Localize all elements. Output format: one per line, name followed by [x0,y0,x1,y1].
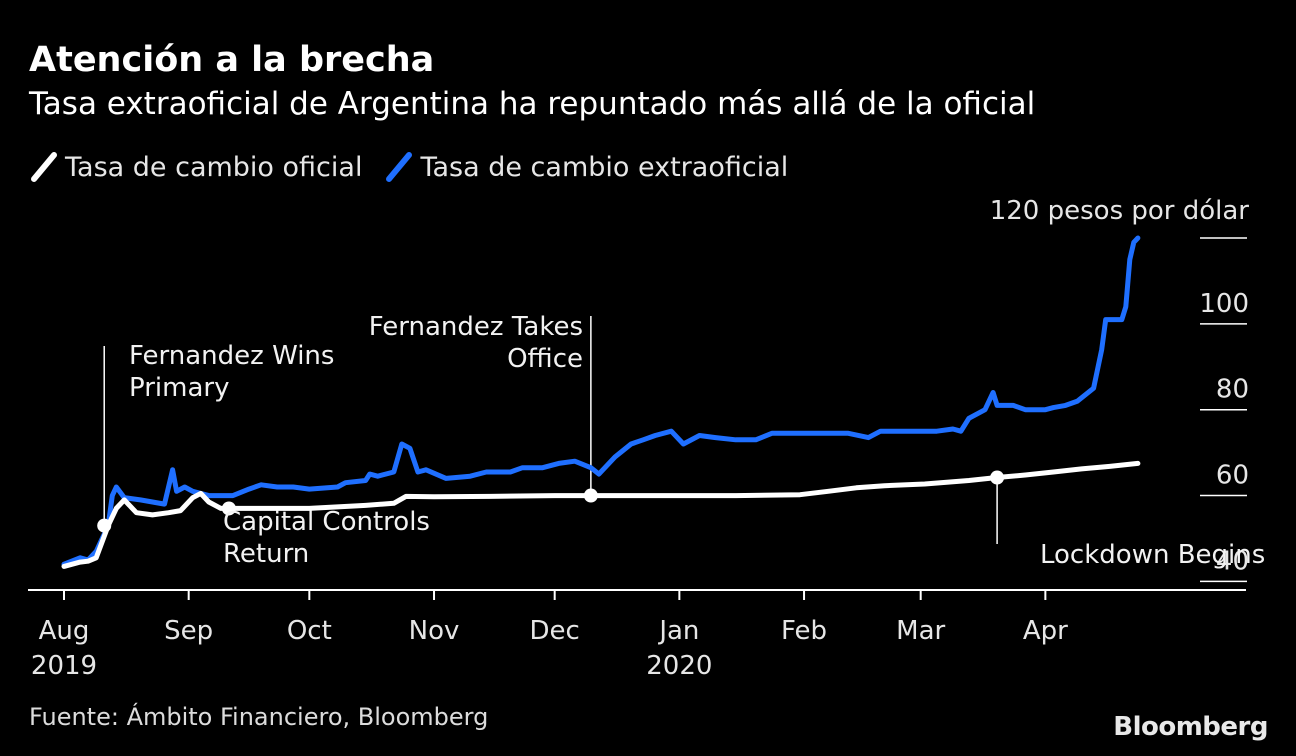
chart-title: Atención a la brecha [29,40,435,80]
x-tick-label-apr: Apr [1023,616,1068,646]
annotation-label-1-line-1: Return [223,539,309,569]
legend-label-extraoficial: Tasa de cambio extraoficial [420,151,789,183]
y-tick-label-40: 40 [1216,546,1249,576]
chart-subtitle: Tasa extraoficial de Argentina ha repunt… [29,86,1036,122]
y-tick-label-100: 100 [1199,289,1249,319]
y-tick-label-80: 80 [1216,375,1249,405]
x-tick-label-nov: Nov [409,616,460,646]
x-tick-label-aug: Aug [39,616,90,646]
annotation-dot-2 [583,488,598,503]
legend-swatch-oficial [31,152,57,182]
legend-swatch-extraoficial [386,152,413,182]
annotation-dot-0 [97,518,112,533]
annotation-label-0-line-0: Fernandez Wins [129,341,334,371]
annotation-label-2-line-0: Fernandez Takes [369,312,583,342]
x-tick-label-dec: Dec [530,616,580,646]
series-line-oficial [61,460,1141,569]
series-line-extraoficial [61,235,1141,567]
annotation-dot-3 [990,470,1005,485]
x-tick-label-sep: Sep [164,616,213,646]
annotation-label-2-line-1: Office [507,344,583,374]
y-tick-label-60: 60 [1216,461,1249,491]
annotation-label-0-line-1: Primary [129,373,229,403]
legend-label-oficial: Tasa de cambio oficial [65,151,363,183]
annotation-label-3-line-0: Lockdown Begins [1040,540,1265,570]
x-tick-label-feb: Feb [781,616,827,646]
legend: Tasa de cambio oficial Tasa de cambio ex… [29,150,810,184]
x-tick-year-2020: 2020 [646,651,712,681]
source-note: Fuente: Ámbito Financiero, Bloomberg [29,703,489,731]
annotation-label-1-line-0: Capital Controls [223,507,430,537]
legend-item-oficial: Tasa de cambio oficial [29,150,362,184]
annotation-dot-1 [221,501,236,516]
legend-item-extraoficial: Tasa de cambio extraoficial [384,150,788,184]
bloomberg-logo: Bloomberg [1113,712,1268,742]
y-axis-unit-label: 120 pesos por dólar [990,196,1250,226]
x-tick-label-mar: Mar [896,616,945,646]
x-tick-label-jan: Jan [657,616,699,646]
x-tick-label-oct: Oct [287,616,332,646]
x-tick-year-2019: 2019 [31,651,97,681]
